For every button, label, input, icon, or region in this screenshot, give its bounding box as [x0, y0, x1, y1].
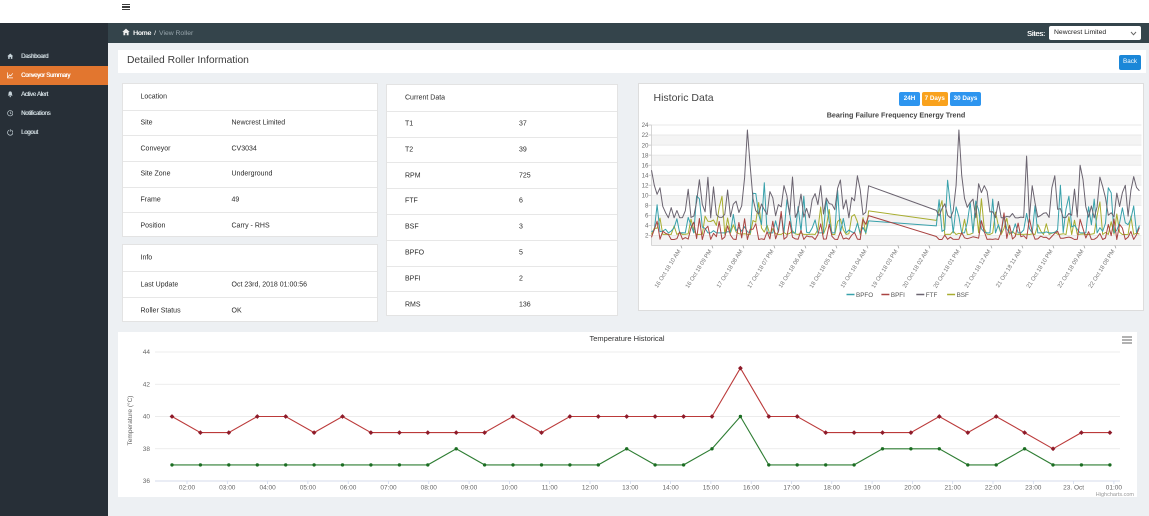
svg-text:22 Oct 18 09 AM: 22 Oct 18 09 AM: [1057, 249, 1085, 289]
svg-text:15:00: 15:00: [703, 485, 720, 492]
svg-text:38: 38: [143, 446, 151, 453]
svg-text:06:00: 06:00: [340, 485, 357, 492]
svg-text:20 Oct 18 02 AM: 20 Oct 18 02 AM: [902, 249, 930, 289]
svg-text:16:00: 16:00: [743, 485, 760, 492]
svg-text:2: 2: [645, 233, 649, 240]
svg-text:21 Oct 18 12 AM: 21 Oct 18 12 AM: [964, 249, 992, 289]
svg-text:Highcharts.com: Highcharts.com: [1096, 492, 1135, 497]
svg-text:22: 22: [641, 132, 648, 139]
svg-text:12: 12: [641, 182, 648, 189]
svg-text:19:00: 19:00: [864, 485, 881, 492]
svg-text:BPFO: BPFO: [856, 292, 873, 299]
svg-text:09:00: 09:00: [461, 485, 478, 492]
svg-text:10:00: 10:00: [501, 485, 518, 492]
svg-text:16: 16: [641, 162, 648, 169]
svg-text:18:00: 18:00: [824, 485, 841, 492]
svg-text:16 Oct 18 09 PM: 16 Oct 18 09 PM: [684, 249, 713, 290]
svg-text:22 Oct 18 08 PM: 22 Oct 18 08 PM: [1087, 249, 1116, 290]
svg-text:8: 8: [645, 203, 649, 210]
svg-text:14:00: 14:00: [662, 485, 679, 492]
svg-text:08:00: 08:00: [421, 485, 438, 492]
svg-text:21:00: 21:00: [945, 485, 962, 492]
svg-text:4: 4: [645, 223, 649, 230]
svg-text:14: 14: [641, 172, 648, 179]
svg-text:16 Oct 18 10 AM: 16 Oct 18 10 AM: [654, 249, 682, 289]
svg-text:17 Oct 18 08 AM: 17 Oct 18 08 AM: [716, 249, 744, 289]
svg-text:10: 10: [641, 193, 648, 200]
svg-text:23. Oct: 23. Oct: [1063, 485, 1084, 492]
svg-text:03:00: 03:00: [219, 485, 236, 492]
svg-text:21 Oct 18 11 AM: 21 Oct 18 11 AM: [995, 249, 1023, 289]
svg-text:Temperature (°C): Temperature (°C): [126, 396, 134, 446]
svg-text:BPFI: BPFI: [890, 292, 904, 299]
svg-text:18 Oct 18 05 PM: 18 Oct 18 05 PM: [808, 249, 837, 290]
svg-text:02:00: 02:00: [179, 485, 196, 492]
svg-text:20 Oct 18 01 PM: 20 Oct 18 01 PM: [932, 249, 961, 290]
svg-text:24: 24: [641, 122, 648, 129]
svg-text:36: 36: [143, 478, 151, 485]
svg-text:FTF: FTF: [925, 292, 937, 299]
svg-text:19 Oct 18 03 PM: 19 Oct 18 03 PM: [870, 249, 899, 290]
svg-text:12:00: 12:00: [582, 485, 599, 492]
svg-text:20: 20: [641, 142, 648, 149]
svg-text:21 Oct 18 10 PM: 21 Oct 18 10 PM: [1025, 249, 1054, 290]
svg-text:23:00: 23:00: [1025, 485, 1042, 492]
svg-text:40: 40: [143, 414, 151, 421]
svg-text:13:00: 13:00: [622, 485, 639, 492]
svg-text:17 Oct 18 07 PM: 17 Oct 18 07 PM: [746, 249, 775, 290]
svg-text:44: 44: [143, 349, 151, 356]
svg-text:04:00: 04:00: [259, 485, 276, 492]
svg-text:11:00: 11:00: [542, 485, 558, 492]
svg-text:20:00: 20:00: [904, 485, 921, 492]
svg-text:17:00: 17:00: [783, 485, 800, 492]
svg-text:18: 18: [641, 152, 648, 159]
svg-text:6: 6: [645, 213, 649, 220]
svg-text:05:00: 05:00: [300, 485, 317, 492]
svg-text:22:00: 22:00: [985, 485, 1002, 492]
svg-text:19 Oct 18 04 AM: 19 Oct 18 04 AM: [840, 249, 868, 289]
svg-text:BSF: BSF: [956, 292, 968, 299]
svg-text:07:00: 07:00: [380, 485, 397, 492]
svg-text:Bearing Failure Frequency Ener: Bearing Failure Frequency Energy Trend: [826, 111, 965, 120]
svg-text:18 Oct 18 06 AM: 18 Oct 18 06 AM: [778, 249, 806, 289]
svg-text:42: 42: [143, 381, 151, 388]
svg-text:01:00: 01:00: [1106, 485, 1123, 492]
svg-text:Temperature Historical: Temperature Historical: [589, 334, 664, 343]
